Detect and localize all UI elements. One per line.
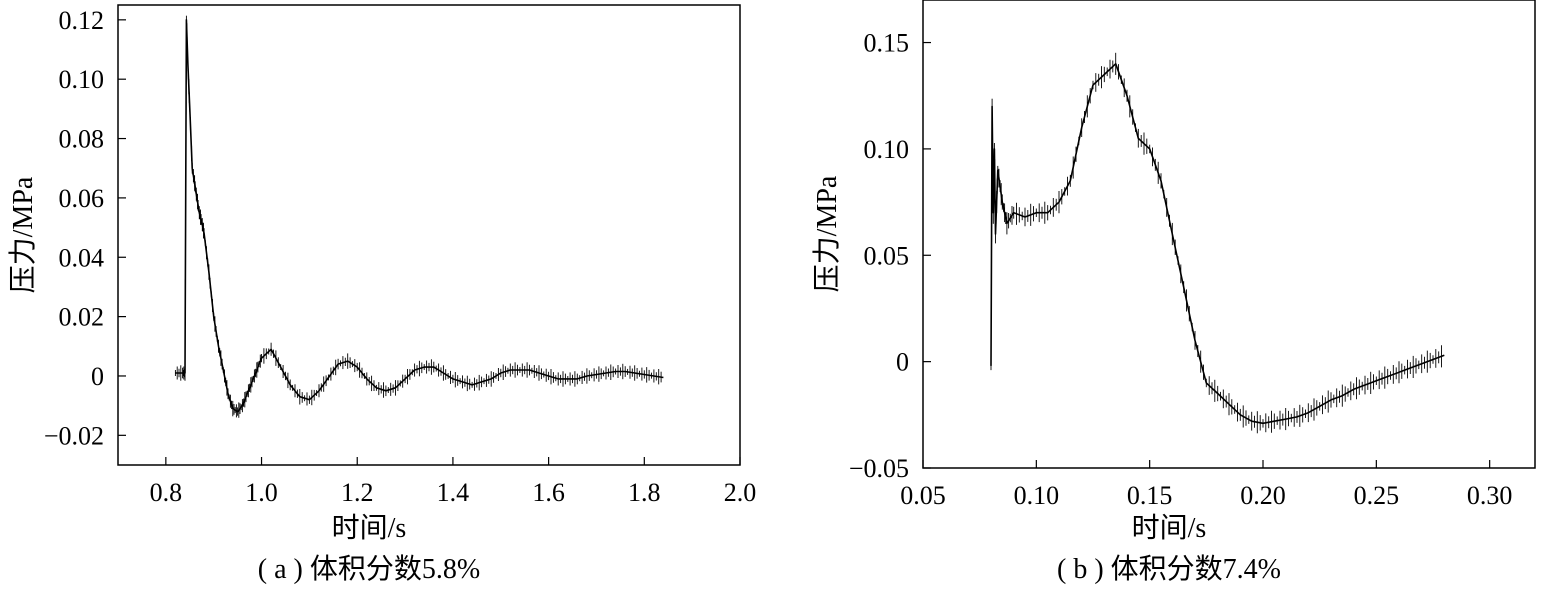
x-axis-label: 时间/s [332,512,407,544]
x-tick-label: 1.0 [245,478,278,507]
x-tick-label: 1.2 [341,478,374,507]
y-tick-label: −0.02 [44,421,104,450]
y-tick-label: 0.10 [59,65,105,94]
x-tick-label: 0.05 [900,481,946,510]
x-tick-label: 1.4 [437,478,470,507]
y-tick-label: 0.04 [59,243,105,272]
x-tick-label: 0.10 [1014,481,1060,510]
y-axis-label: 压力/MPa [7,176,39,293]
y-tick-label: 0 [91,362,104,391]
y-tick-label: 0.10 [864,135,910,164]
y-tick-label: 0.08 [59,125,105,154]
y-tick-label: −0.05 [849,454,909,483]
x-tick-label: 2.0 [724,478,757,507]
y-tick-label: 0.15 [864,29,910,58]
y-tick-label: 0.06 [59,184,105,213]
y-axis-label: 压力/MPa [811,175,843,292]
x-tick-label: 0.30 [1467,481,1513,510]
x-tick-label: 0.20 [1240,481,1286,510]
series-noise-marks [990,52,1442,434]
plot-frame [922,0,1536,469]
y-tick-label: 0.12 [59,6,105,35]
chart-panel-a: 0.8 1.0 1.2 1.4 1.6 1.8 2.0 −0.02 0 0.02 0.04 0.06 0… [7,4,757,585]
chart-panel-b: 0.05 0.10 0.15 0.20 0.25 0.30 −0.05 0 0.05 0.10 0.… [811,0,1536,585]
plot-frame [117,4,741,466]
series-line [990,62,1445,425]
x-tick-label: 0.8 [150,478,183,507]
y-tick-label: 0 [896,348,909,377]
series-noise-marks [174,15,662,418]
x-axis-label: 时间/s [1132,512,1207,544]
y-tick-label: 0.02 [59,303,105,332]
panel-caption: ( b ) 体积分数7.4% [1057,553,1281,585]
series-line [175,18,664,413]
x-tick-label: 1.6 [532,478,565,507]
x-tick-label: 1.8 [628,478,661,507]
x-tick-label: 0.25 [1354,481,1400,510]
y-tick-label: 0.05 [864,241,910,270]
x-tick-label: 0.15 [1127,481,1173,510]
panel-caption: ( a ) 体积分数5.8% [258,553,480,585]
